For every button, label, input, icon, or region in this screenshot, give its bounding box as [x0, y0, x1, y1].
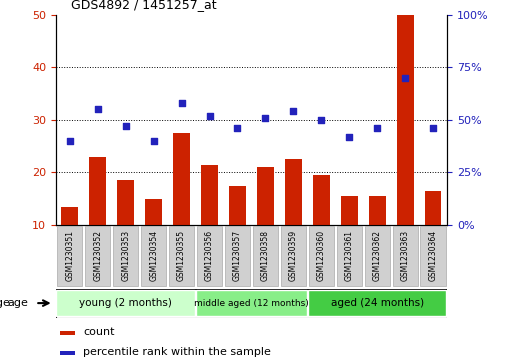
Text: GDS4892 / 1451257_at: GDS4892 / 1451257_at: [71, 0, 217, 11]
Bar: [309, 226, 334, 286]
Text: GSM1230357: GSM1230357: [233, 231, 242, 281]
Bar: [397, 15, 414, 225]
Text: GSM1230354: GSM1230354: [149, 231, 158, 281]
Bar: [145, 199, 162, 225]
Bar: [281, 226, 306, 286]
Point: [178, 100, 186, 106]
Bar: [141, 226, 166, 286]
Bar: [365, 226, 390, 286]
Bar: [85, 226, 110, 286]
Point: [205, 113, 214, 118]
Text: count: count: [83, 327, 115, 337]
Text: GSM1230352: GSM1230352: [93, 231, 102, 281]
Bar: [173, 133, 190, 225]
Bar: [196, 290, 307, 317]
Point: [122, 123, 130, 129]
Bar: [61, 207, 78, 225]
Bar: [117, 180, 134, 225]
Bar: [56, 290, 195, 317]
Point: [150, 138, 158, 144]
Text: aged (24 months): aged (24 months): [331, 298, 424, 308]
Text: GSM1230358: GSM1230358: [261, 231, 270, 281]
Bar: [341, 196, 358, 225]
Text: GSM1230359: GSM1230359: [289, 231, 298, 281]
Bar: [57, 226, 82, 286]
Text: GSM1230356: GSM1230356: [205, 231, 214, 281]
Bar: [197, 226, 222, 286]
Bar: [229, 185, 246, 225]
Point: [290, 109, 298, 114]
Point: [234, 125, 242, 131]
Point: [429, 125, 437, 131]
Text: GSM1230353: GSM1230353: [121, 231, 130, 281]
Bar: [369, 196, 386, 225]
Text: age: age: [8, 298, 28, 308]
Point: [66, 138, 74, 144]
Bar: [337, 226, 362, 286]
Text: middle aged (12 months): middle aged (12 months): [194, 299, 309, 307]
Bar: [60, 331, 75, 335]
Bar: [308, 290, 447, 317]
Bar: [169, 226, 194, 286]
Text: GSM1230355: GSM1230355: [177, 231, 186, 281]
Bar: [425, 191, 441, 225]
Point: [317, 117, 325, 123]
Point: [345, 134, 354, 139]
Bar: [285, 159, 302, 225]
Bar: [60, 351, 75, 355]
Point: [373, 125, 381, 131]
Bar: [313, 175, 330, 225]
Bar: [393, 226, 418, 286]
Text: young (2 months): young (2 months): [79, 298, 172, 308]
Text: GSM1230361: GSM1230361: [345, 231, 354, 281]
Text: GSM1230364: GSM1230364: [429, 231, 437, 281]
Bar: [89, 157, 106, 225]
Text: age: age: [0, 298, 10, 308]
Point: [261, 115, 269, 121]
Text: GSM1230351: GSM1230351: [66, 231, 74, 281]
Text: GSM1230360: GSM1230360: [317, 231, 326, 281]
Bar: [257, 167, 274, 225]
Bar: [113, 226, 138, 286]
Point: [93, 106, 102, 112]
Bar: [421, 226, 446, 286]
Bar: [225, 226, 250, 286]
Text: percentile rank within the sample: percentile rank within the sample: [83, 347, 271, 357]
Bar: [253, 226, 278, 286]
Bar: [201, 164, 218, 225]
Text: GSM1230362: GSM1230362: [373, 231, 382, 281]
Text: GSM1230363: GSM1230363: [401, 231, 409, 281]
Point: [401, 75, 409, 81]
